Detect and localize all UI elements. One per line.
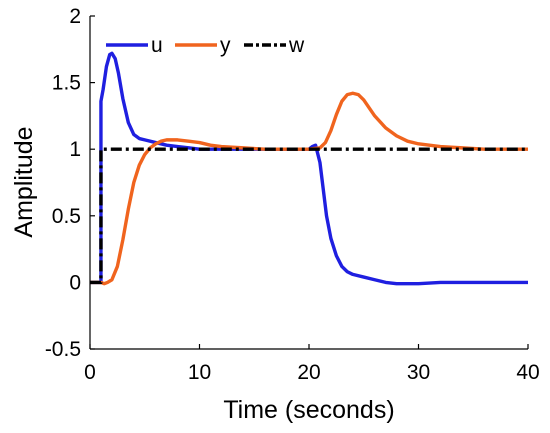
- series-line-u: [90, 51, 528, 286]
- x-tick-label: 30: [407, 361, 430, 384]
- legend-entry-y: y: [175, 34, 231, 57]
- y-tick-label: 2: [69, 5, 81, 28]
- legend-label: u: [151, 34, 163, 57]
- plot-area: 0 10 20 30 40 -0.500.511.52: [45, 5, 540, 384]
- x-axis-label: Time (seconds): [223, 396, 394, 424]
- axes-layer: [89, 16, 528, 350]
- legend-label: w: [288, 34, 305, 57]
- y-tick-label: -0.5: [45, 338, 81, 361]
- y-tick-label: 0: [69, 271, 81, 294]
- x-tick-label: 20: [297, 361, 320, 384]
- legend-entry-w: w: [244, 34, 305, 57]
- series-layer: [90, 51, 528, 286]
- y-tick-label: 0.5: [52, 205, 81, 228]
- x-tick-label: 0: [84, 361, 96, 384]
- series-line-w: [90, 147, 528, 285]
- legend-entry-u: u: [106, 34, 163, 57]
- y-tick-layer: -0.5 0 0.5 1 1.5 2: [45, 5, 95, 361]
- y-tick-label: 1.5: [52, 72, 81, 95]
- x-tick-label: 10: [188, 361, 211, 384]
- series-line-y: [90, 91, 528, 286]
- legend-label: y: [220, 34, 231, 57]
- x-tick-label: 40: [516, 361, 539, 384]
- y-axis-label: Amplitude: [10, 126, 38, 237]
- x-tick-layer: 0 10 20 30 40: [84, 344, 540, 384]
- y-tick-label: 1: [69, 138, 81, 161]
